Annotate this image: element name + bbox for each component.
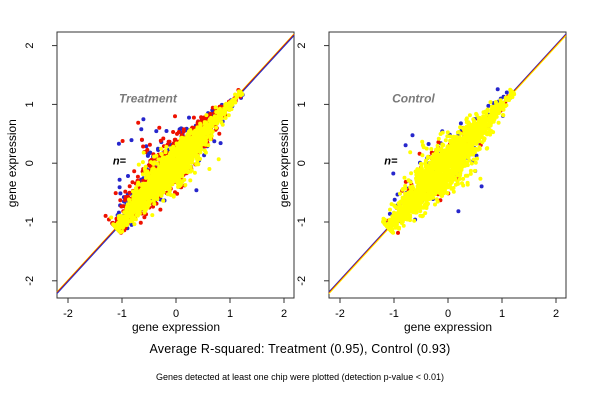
scatter-plots-svg: -2 -1 0 1 2 -2 -1 0 1 2 gene expression gene expres…: [5, 31, 567, 334]
y-tick-label: 1: [296, 101, 308, 107]
x-tick-label: 1: [499, 308, 505, 320]
y-axis-label: gene expression: [277, 119, 291, 207]
y-tick-label: 2: [24, 43, 36, 49]
points-chip-pair-yellow: [381, 87, 517, 235]
y-tick-label: 2: [296, 43, 308, 49]
treatment-panel: -2 -1 0 1 2 -2 -1 0 1 2 gene expression gene expres…: [5, 31, 295, 334]
x-axis-label: gene expression: [132, 320, 220, 334]
annotation-n: n=: [384, 155, 398, 167]
x-tick-label: 0: [445, 308, 451, 320]
x-tick-label: -2: [63, 308, 73, 320]
x-tick-label: 2: [553, 308, 559, 320]
x-tick-label: -1: [117, 308, 127, 320]
y-tick-label: 0: [296, 160, 308, 166]
y-tick-label: -2: [24, 276, 36, 286]
y-tick-label: -2: [296, 276, 308, 286]
x-tick-label: -2: [335, 308, 345, 320]
footnote-caption: Genes detected at least one chip were pl…: [156, 372, 444, 382]
annotation-n: n=: [113, 155, 127, 167]
r-squared-caption: Average R-squared: Treatment (0.95), Con…: [149, 342, 451, 356]
x-axis-label: gene expression: [404, 320, 492, 334]
annotation-treatment: Treatment: [119, 92, 178, 106]
y-axis-label: gene expression: [5, 119, 19, 207]
points-chip-pair-yellow: [109, 89, 245, 235]
x-tick-label: 2: [281, 308, 287, 320]
y-tick-label: -1: [296, 217, 308, 227]
annotation-control: Control: [392, 92, 435, 106]
x-tick-label: 1: [227, 308, 233, 320]
control-panel: -2 -1 0 1 2 -2 -1 0 1 2 gene expression gene expres…: [277, 31, 567, 334]
y-tick-label: 0: [24, 160, 36, 166]
x-tick-label: -1: [389, 308, 399, 320]
x-tick-label: 0: [173, 308, 179, 320]
y-tick-label: -1: [24, 217, 36, 227]
y-tick-label: 1: [24, 101, 36, 107]
